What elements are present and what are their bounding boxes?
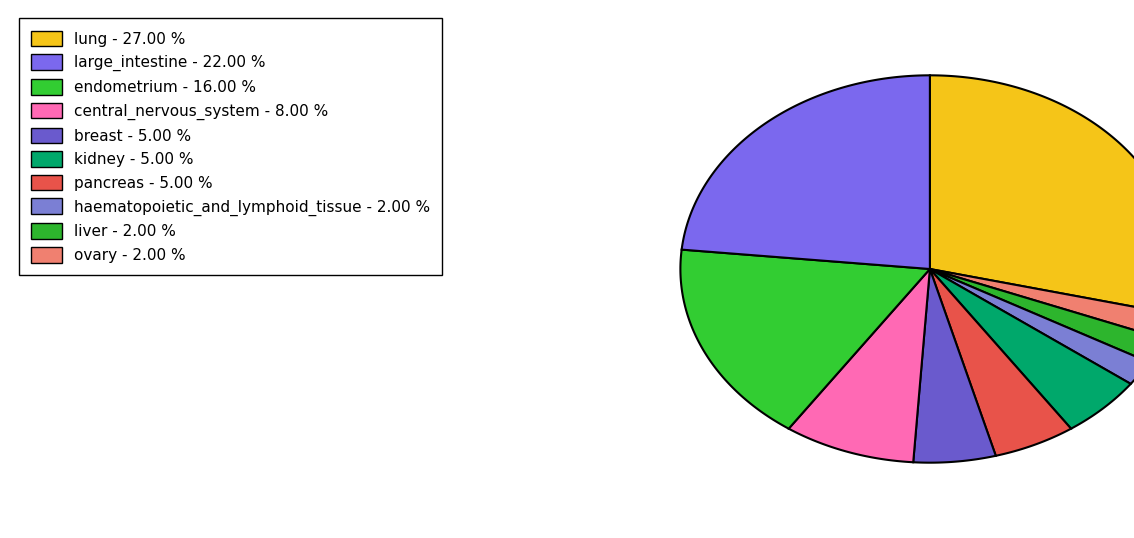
Polygon shape [682,75,930,269]
Polygon shape [930,75,1134,314]
Polygon shape [930,269,1072,456]
Polygon shape [913,269,996,463]
Legend: lung - 27.00 %, large_intestine - 22.00 %, endometrium - 16.00 %, central_nervou: lung - 27.00 %, large_intestine - 22.00 … [19,18,442,275]
Polygon shape [930,269,1134,338]
Polygon shape [788,269,930,462]
Polygon shape [930,269,1134,362]
Polygon shape [930,269,1134,384]
Polygon shape [680,250,930,429]
Polygon shape [930,269,1131,429]
